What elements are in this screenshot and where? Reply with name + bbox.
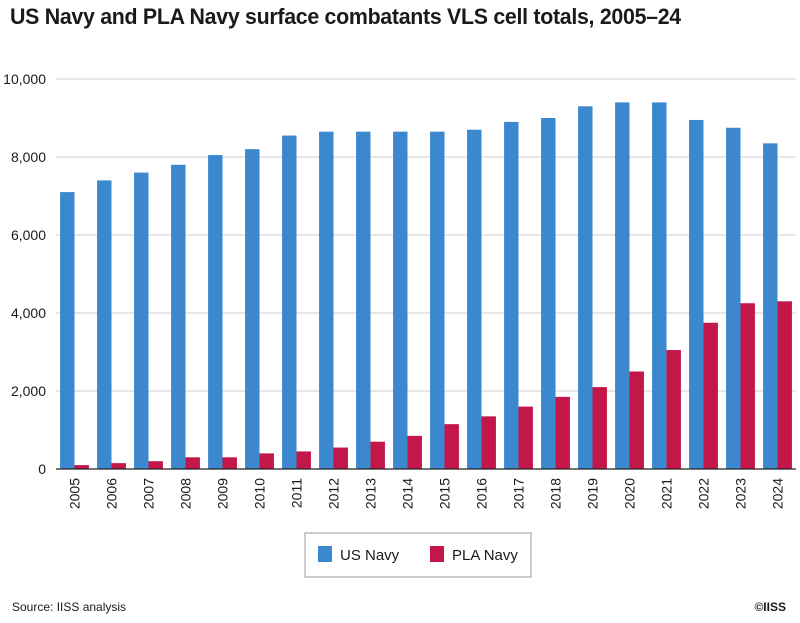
bar-us-navy-2015 — [430, 131, 445, 469]
x-tick-label: 2019 — [585, 478, 601, 509]
x-tick-label: 2005 — [67, 478, 83, 509]
legend-box — [304, 532, 532, 578]
bar-us-navy-2023 — [726, 127, 741, 469]
x-tick-label: 2023 — [733, 478, 749, 509]
bar-us-navy-2016 — [467, 129, 482, 469]
bar-us-navy-2013 — [356, 131, 371, 469]
bar-pla-navy-2008 — [185, 457, 200, 469]
bar-pla-navy-2024 — [777, 301, 792, 469]
y-tick-label: 10,000 — [3, 71, 46, 87]
legend-label-pla-navy: PLA Navy — [452, 547, 518, 564]
bar-us-navy-2007 — [134, 172, 149, 469]
bar-pla-navy-2013 — [370, 441, 385, 469]
x-tick-label: 2011 — [289, 478, 305, 508]
x-axis-tick-labels: 2005 2006 2007 2008 2009 2010 2011 2012 2013 2014… — [67, 478, 786, 509]
bar-pla-navy-2018 — [555, 396, 570, 469]
bar-us-navy-2011 — [282, 135, 297, 470]
x-tick-label: 2021 — [659, 478, 675, 509]
bar-us-navy-2005 — [60, 192, 75, 469]
legend-swatch-pla-navy — [430, 546, 444, 562]
x-tick-label: 2009 — [215, 478, 231, 509]
bar-us-navy-2010 — [245, 149, 260, 469]
y-tick-label: 4,000 — [11, 305, 46, 321]
bar-pla-navy-2020 — [629, 371, 644, 469]
y-tick-label: 2,000 — [11, 383, 46, 399]
bar-us-navy-2008 — [171, 164, 186, 470]
bar-pla-navy-2010 — [259, 453, 274, 469]
bar-us-navy-2020 — [615, 102, 630, 470]
x-tick-label: 2008 — [178, 478, 194, 509]
bar-us-navy-2024 — [763, 143, 778, 469]
x-tick-label: 2024 — [770, 478, 786, 509]
bar-pla-navy-2005 — [74, 465, 89, 469]
bar-pla-navy-2014 — [407, 435, 422, 469]
x-tick-label: 2017 — [511, 478, 527, 509]
bars — [60, 102, 792, 470]
y-tick-label: 6,000 — [11, 227, 46, 243]
y-tick-label: 0 — [38, 461, 46, 477]
x-tick-label: 2006 — [104, 478, 120, 509]
bar-us-navy-2014 — [393, 131, 408, 469]
bar-pla-navy-2022 — [703, 322, 718, 469]
bar-us-navy-2006 — [97, 180, 112, 469]
y-tick-label: 8,000 — [11, 149, 46, 165]
x-tick-label: 2012 — [326, 478, 342, 509]
bar-pla-navy-2017 — [518, 406, 533, 469]
x-tick-label: 2007 — [141, 478, 157, 509]
bar-pla-navy-2006 — [111, 463, 126, 469]
x-tick-label: 2013 — [363, 478, 379, 509]
x-tick-label: 2015 — [437, 478, 453, 509]
bar-us-navy-2019 — [578, 106, 593, 470]
bar-us-navy-2009 — [208, 155, 223, 470]
x-tick-label: 2016 — [474, 478, 490, 509]
x-tick-label: 2014 — [400, 478, 416, 509]
source-note: Source: IISS analysis — [12, 600, 127, 614]
bar-pla-navy-2011 — [296, 451, 311, 469]
legend: US Navy PLA Navy — [304, 532, 532, 578]
legend-label-us-navy: US Navy — [340, 547, 400, 564]
bar-pla-navy-2012 — [333, 447, 348, 469]
bar-us-navy-2018 — [541, 118, 556, 469]
x-tick-label: 2018 — [548, 478, 564, 509]
gridlines — [56, 78, 796, 392]
bar-us-navy-2012 — [319, 131, 334, 469]
bar-pla-navy-2009 — [222, 457, 237, 469]
bar-pla-navy-2007 — [148, 461, 163, 469]
bar-pla-navy-2019 — [592, 387, 607, 469]
bar-us-navy-2022 — [689, 119, 704, 469]
chart-title: US Navy and PLA Navy surface combatants … — [10, 4, 681, 29]
bar-us-navy-2021 — [652, 102, 667, 470]
bar-us-navy-2017 — [504, 121, 519, 470]
bar-chart: 0 2,000 4,000 6,000 8,000 10,000 2005 2006 2007… — [3, 71, 796, 578]
bar-pla-navy-2023 — [740, 303, 755, 469]
bar-pla-navy-2021 — [666, 350, 681, 469]
x-tick-label: 2010 — [252, 478, 268, 509]
copyright: ©IISS — [754, 600, 786, 614]
legend-swatch-us-navy — [318, 546, 332, 562]
bar-pla-navy-2016 — [481, 416, 496, 469]
x-tick-label: 2022 — [696, 478, 712, 509]
y-axis-tick-labels: 0 2,000 4,000 6,000 8,000 10,000 — [3, 71, 46, 477]
x-tick-label: 2020 — [622, 478, 638, 509]
bar-pla-navy-2015 — [444, 424, 459, 469]
